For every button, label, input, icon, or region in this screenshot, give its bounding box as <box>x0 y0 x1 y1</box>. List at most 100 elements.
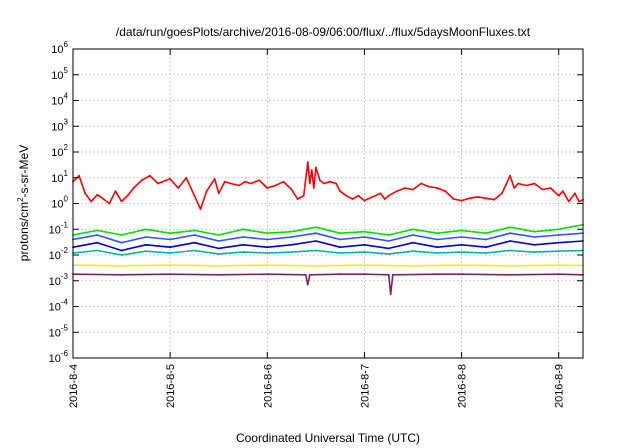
series-lines <box>72 161 584 296</box>
data-point <box>266 232 269 235</box>
data-point <box>485 246 487 249</box>
data-point <box>460 243 463 246</box>
data-point <box>412 241 414 244</box>
data-point <box>315 226 317 229</box>
data-point <box>363 264 366 267</box>
data-point <box>557 250 560 253</box>
data-point <box>509 240 511 242</box>
data-point <box>230 182 232 185</box>
data-point <box>217 264 220 267</box>
y-tick-label: 106 <box>51 40 68 56</box>
data-point <box>306 161 309 164</box>
data-point <box>541 188 544 191</box>
data-point <box>217 273 220 276</box>
data-point <box>120 273 123 276</box>
data-point <box>213 178 216 180</box>
data-point <box>485 197 487 200</box>
y-tick-label: 10-4 <box>49 298 69 314</box>
data-point <box>290 251 293 254</box>
data-point <box>379 192 382 195</box>
data-point <box>140 179 143 182</box>
data-point <box>387 253 390 255</box>
y-tick-label: 101 <box>51 169 68 185</box>
data-point <box>567 200 570 203</box>
series-line <box>72 249 584 256</box>
data-point <box>578 200 580 203</box>
y-tick-label: 10-5 <box>49 323 69 339</box>
data-point <box>533 243 536 246</box>
data-point <box>383 198 386 200</box>
data-point <box>108 202 111 205</box>
data-point <box>238 184 240 187</box>
data-point <box>193 194 196 197</box>
data-point <box>319 179 321 182</box>
data-point <box>169 246 172 249</box>
data-point <box>387 234 390 236</box>
data-point <box>509 174 511 177</box>
data-point <box>525 184 528 187</box>
x-tick-label: 2016-8-6 <box>262 364 274 408</box>
data-point <box>217 240 220 242</box>
data-point <box>120 200 123 203</box>
data-point <box>387 194 390 197</box>
data-point <box>290 243 293 246</box>
data-point <box>290 230 293 233</box>
data-point <box>468 197 471 200</box>
data-point <box>549 187 552 189</box>
data-point <box>460 273 463 276</box>
data-point <box>387 240 390 242</box>
data-point <box>145 236 147 238</box>
data-point <box>250 182 253 185</box>
data-point <box>339 252 341 254</box>
data-point <box>412 234 414 236</box>
data-point <box>557 194 560 197</box>
data-point <box>223 180 226 183</box>
grid-lines <box>73 49 583 358</box>
data-point <box>315 232 317 235</box>
data-point <box>304 273 307 276</box>
data-point <box>290 236 293 238</box>
data-point <box>145 228 147 231</box>
data-point <box>436 252 439 254</box>
data-point <box>193 241 196 244</box>
data-point <box>177 187 180 189</box>
data-point <box>387 247 390 250</box>
data-point <box>315 166 317 169</box>
data-point <box>193 234 196 236</box>
data-point <box>308 182 311 185</box>
data-point <box>193 249 196 252</box>
data-point <box>242 228 244 231</box>
data-point <box>274 184 277 187</box>
data-point <box>436 238 439 241</box>
data-point <box>444 190 447 193</box>
data-point <box>557 234 560 236</box>
data-point <box>412 250 414 253</box>
data-point <box>357 194 360 197</box>
data-point <box>120 234 123 236</box>
data-point <box>96 234 99 236</box>
y-tick-label: 10-3 <box>49 272 69 288</box>
data-point <box>217 247 220 250</box>
data-point <box>428 185 431 188</box>
y-tick-label: 102 <box>51 143 68 159</box>
data-point <box>412 188 414 191</box>
data-point <box>145 250 147 253</box>
data-point <box>533 230 536 233</box>
data-point <box>120 241 123 244</box>
data-point <box>557 228 560 231</box>
y-axis-title: protons/cm2-s-sr-MeV <box>16 145 31 261</box>
data-point <box>90 200 93 203</box>
data-point <box>157 182 159 185</box>
data-point <box>363 251 366 254</box>
series-line <box>72 264 584 267</box>
data-point <box>96 193 99 196</box>
series-line <box>72 232 584 244</box>
data-point <box>363 243 366 246</box>
data-point <box>460 264 463 267</box>
data-point <box>509 264 511 267</box>
data-point <box>102 198 105 200</box>
y-tick-label: 105 <box>51 66 68 82</box>
data-point <box>509 226 511 229</box>
data-point <box>460 229 463 232</box>
